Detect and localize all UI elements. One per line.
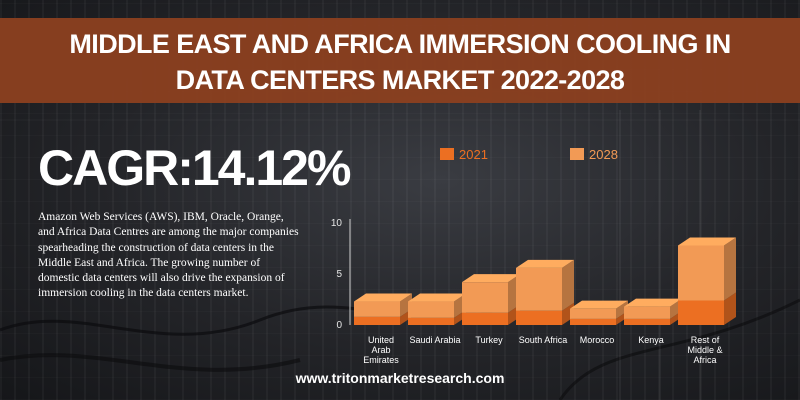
- bar-2021: [624, 318, 670, 325]
- bar-2028: [624, 306, 670, 319]
- bar-2028: [516, 267, 562, 311]
- bar-side-2028: [724, 237, 736, 301]
- bar-2028: [462, 282, 508, 313]
- bar-2021: [678, 300, 724, 325]
- bar-2021: [408, 317, 454, 325]
- bar-2021: [570, 318, 616, 325]
- x-tick-label: South Africa: [519, 335, 568, 345]
- bar-2028: [354, 301, 400, 317]
- bar-top-2028: [570, 300, 628, 309]
- legend-swatch-2028: [570, 148, 584, 160]
- title-banner: [0, 18, 800, 103]
- y-tick-label: 0: [336, 320, 342, 331]
- bar-2028: [678, 245, 724, 301]
- bar-2028: [570, 308, 616, 319]
- x-tick-label: Morocco: [580, 335, 615, 345]
- description-text: Amazon Web Services (AWS), IBM, Oracle, …: [38, 211, 299, 300]
- bar-side-2028: [400, 293, 412, 317]
- bar-side-2028: [616, 300, 628, 319]
- cagr-value: CAGR:14.12%: [38, 140, 351, 196]
- x-tick-label: Rest of Middle & Africa: [687, 335, 722, 365]
- footer-website: www.tritonmarketresearch.com: [295, 370, 505, 386]
- bar-side-2021: [724, 292, 736, 325]
- bar-top-2028: [462, 274, 520, 283]
- bar-2028: [408, 301, 454, 318]
- page-title: MIDDLE EAST AND AFRICA IMMERSION COOLING…: [0, 26, 800, 98]
- bar-top-2028: [408, 293, 466, 302]
- bar-2021: [462, 312, 508, 325]
- title-line-2: DATA CENTERS MARKET 2022-2028: [175, 65, 625, 95]
- legend-label-2021: 2021: [459, 147, 488, 162]
- x-tick-label: Saudi Arabia: [409, 335, 460, 345]
- y-tick-label: 5: [336, 269, 342, 280]
- x-tick-label: Kenya: [638, 335, 664, 345]
- bar-top-2028: [516, 259, 574, 268]
- bar-2021: [516, 310, 562, 325]
- bar-top-2028: [624, 298, 682, 307]
- legend-swatch-2021: [440, 148, 454, 160]
- x-tick-label: Turkey: [475, 335, 503, 345]
- bar-side-2028: [562, 259, 574, 311]
- legend-label-2028: 2028: [589, 147, 618, 162]
- bar-top-2028: [354, 293, 412, 302]
- x-tick-label: United Arab Emirates: [363, 335, 399, 365]
- bar-top-2028: [678, 237, 736, 246]
- title-line-1: MIDDLE EAST AND AFRICA IMMERSION COOLING…: [69, 29, 731, 59]
- bar-2021: [354, 316, 400, 325]
- market-bar-chart: 0 5 10 2021 2028 United Arab Emirates Saudi Arab…: [331, 147, 736, 365]
- y-tick-label: 10: [331, 218, 343, 229]
